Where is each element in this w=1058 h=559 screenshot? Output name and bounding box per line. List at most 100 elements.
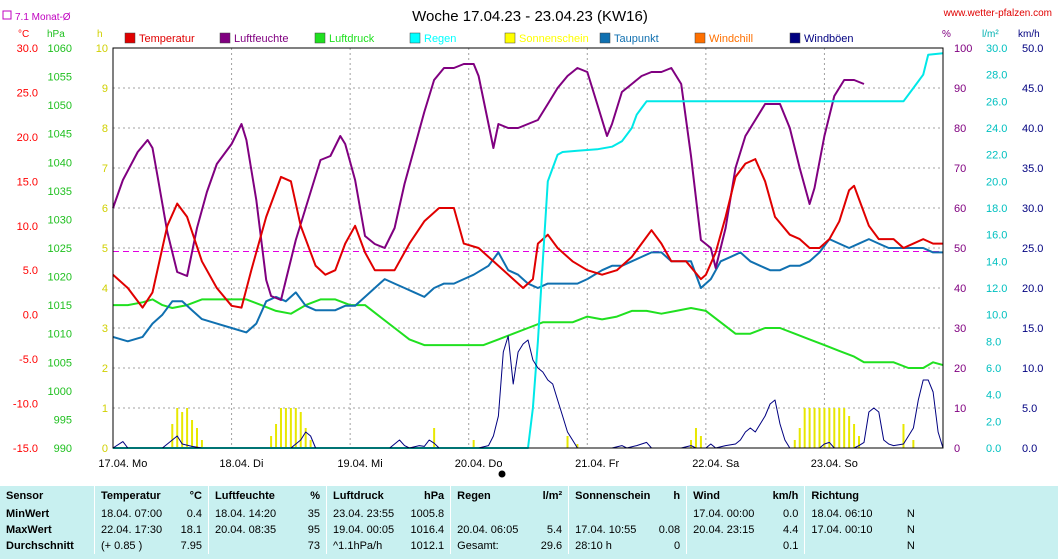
legend: Temperatur Luftfeuchte Luftdruck Regen Sonne… <box>124 32 854 45</box>
rain-tick-label: 8.0 <box>986 336 1001 348</box>
humidity-time: 18.04. 14:20 <box>208 506 297 522</box>
humidity-time <box>208 538 297 554</box>
humidity-tick-label: 20 <box>954 363 966 375</box>
temp-tick-label: 30.0 <box>17 43 38 55</box>
legend-label: Windchill <box>709 33 753 45</box>
legend-label: Regen <box>424 33 456 45</box>
pressure-tick-label: 1015 <box>48 300 72 312</box>
rain-value <box>535 506 569 522</box>
axis-ticks: 30.025.020.015.010.05.00.0-5.0-10.0-15.0… <box>13 43 1044 470</box>
sun-tick-label: 6 <box>102 203 108 215</box>
day-label: 21.04. Fr <box>575 458 619 470</box>
sun-tick-label: 0 <box>102 443 108 455</box>
legend-label: Sonnenschein <box>519 33 589 45</box>
temp-tick-label: 0.0 <box>23 310 38 322</box>
rain-tick-label: 22.0 <box>986 150 1007 162</box>
site-link[interactable]: www.wetter-pfalzen.com <box>943 8 1052 19</box>
humidity-time: 20.04. 08:35 <box>208 522 297 538</box>
weather-chart: 30.025.020.015.010.05.00.0-5.0-10.0-15.0… <box>2 8 1052 478</box>
humidity-tick-label: 50 <box>954 243 966 255</box>
temp-tick-label: -15.0 <box>13 443 38 455</box>
pressure-unit: hPa <box>47 29 65 40</box>
stats-header-row: Sensor Temperatur °C Luftfeuchte % Luftd… <box>0 486 921 506</box>
humidity-value: 35 <box>307 508 320 520</box>
rain-time <box>450 506 535 522</box>
sun-tick-label: 4 <box>102 283 108 295</box>
wind-tick-label: 45.0 <box>1022 83 1043 95</box>
wind-value: 0.1 <box>783 540 799 552</box>
sun-tick-label: 3 <box>102 323 108 335</box>
pressure-time: 19.04. 00:05 <box>326 522 411 538</box>
pressure-value: 1012.1 <box>410 540 445 552</box>
legend-swatch <box>124 32 136 44</box>
pressure-tick-label: 1005 <box>48 357 72 369</box>
stats-table: Sensor Temperatur °C Luftfeuchte % Luftd… <box>0 486 921 554</box>
wind-tick-label: 5.0 <box>1022 403 1037 415</box>
humidity-line <box>112 63 865 301</box>
legend-label: Luftfeuchte <box>234 33 288 45</box>
wind-time: 17.04. 00:00 <box>686 506 773 522</box>
sun-time <box>568 506 655 522</box>
temp-time: (+ 0.85 ) <box>94 538 177 554</box>
rain-tick-label: 2.0 <box>986 416 1001 428</box>
chart-series <box>112 52 944 449</box>
legend-label: Luftdruck <box>329 33 375 45</box>
sun-header: Sonnenschein <box>568 486 655 506</box>
humidity-value: 95 <box>307 524 320 536</box>
legend-swatch <box>694 32 706 44</box>
sun-tick-label: 1 <box>102 403 108 415</box>
pressure-tick-label: 990 <box>54 443 72 455</box>
rain-tick-label: 28.0 <box>986 70 1007 82</box>
temperature-line <box>112 158 943 309</box>
sun-time: 28:10 h <box>568 538 655 554</box>
humidity-tick-label: 40 <box>954 283 966 295</box>
legend-swatch <box>409 32 421 44</box>
rain-tick-label: 16.0 <box>986 230 1007 242</box>
rain-tick-label: 26.0 <box>986 96 1007 108</box>
rain-unit: l/m² <box>982 29 999 40</box>
rain-tick-label: 24.0 <box>986 123 1007 135</box>
pressure-tick-label: 995 <box>54 414 72 426</box>
rain-time: Gesamt: <box>450 538 535 554</box>
monthly-avg-label: 7.1 Monat-Ø <box>15 12 71 23</box>
sun-unit: h <box>97 29 103 40</box>
temp-value: 0.4 <box>186 508 202 520</box>
day-label: 17.04. Mo <box>98 458 147 470</box>
direction-header: Richtung <box>804 486 891 506</box>
rain-tick-label: 18.0 <box>986 203 1007 215</box>
pressure-time: 23.04. 23:55 <box>326 506 411 522</box>
humidity-tick-label: 10 <box>954 403 966 415</box>
pressure-tick-label: 1035 <box>48 186 72 198</box>
stats-row-avg: Durchschnitt (+ 0.85 ) 7.95 73 ^1.1hPa/h… <box>0 538 921 554</box>
rain-tick-label: 12.0 <box>986 283 1007 295</box>
direction-time: 18.04. 06:10 <box>804 506 891 522</box>
dewpoint-line <box>112 238 943 343</box>
direction-value: N <box>906 508 915 520</box>
row-label: MaxWert <box>6 524 52 536</box>
chart-title: Woche 17.04.23 - 23.04.23 (KW16) <box>412 8 648 25</box>
humidity-tick-label: 60 <box>954 203 966 215</box>
chart-grid <box>113 48 943 448</box>
humidity-tick-label: 30 <box>954 323 966 335</box>
wind-unit-header: km/h <box>772 490 799 502</box>
plot-frame <box>112 47 944 449</box>
monthly-avg-icon <box>2 10 12 20</box>
day-label: 23.04. So <box>811 458 858 470</box>
rain-tick-label: 4.0 <box>986 390 1001 402</box>
pressure-unit-header: hPa <box>423 490 445 502</box>
legend-label: Temperatur <box>139 33 195 45</box>
sun-value <box>655 506 687 522</box>
wind-tick-label: 20.0 <box>1022 283 1043 295</box>
pressure-tick-label: 1055 <box>48 72 72 84</box>
humidity-tick-label: 0 <box>954 443 960 455</box>
direction-time <box>804 538 891 554</box>
sun-tick-label: 7 <box>102 163 108 175</box>
rain-unit-header: l/m² <box>542 490 563 502</box>
legend-swatch <box>504 32 516 44</box>
day-label: 20.04. Do <box>455 458 503 470</box>
pressure-tick-label: 1030 <box>48 214 72 226</box>
humidity-tick-label: 100 <box>954 43 972 55</box>
rain-tick-label: 20.0 <box>986 176 1007 188</box>
temp-tick-label: 10.0 <box>17 221 38 233</box>
moon-phase-icon <box>498 470 506 478</box>
